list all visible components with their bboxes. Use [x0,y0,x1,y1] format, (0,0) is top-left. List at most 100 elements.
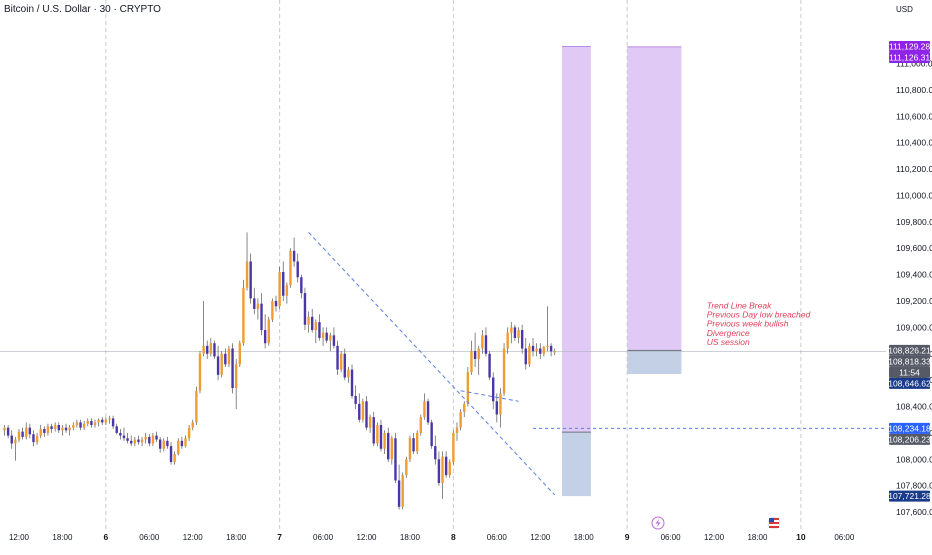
candle[interactable] [213,340,216,360]
candle[interactable] [361,398,365,423]
candle[interactable] [390,435,394,465]
candle[interactable] [423,393,426,420]
candle[interactable] [115,423,118,435]
candle[interactable] [329,332,332,352]
candle[interactable] [224,348,227,367]
candle[interactable] [61,425,64,436]
candle[interactable] [158,436,162,453]
trend-line[interactable] [308,232,556,496]
candle[interactable] [383,430,386,455]
candle[interactable] [82,421,86,431]
candle[interactable] [195,386,198,426]
price-badge[interactable]: 108,206.23 [888,433,931,445]
candle[interactable] [437,451,441,486]
price-badge[interactable]: 108,646.62 [888,377,931,389]
candle[interactable] [166,436,169,449]
candle[interactable] [499,388,502,428]
candle[interactable] [101,417,104,426]
candle[interactable] [408,435,412,462]
candle[interactable] [14,436,17,461]
candle[interactable] [350,364,354,399]
us-flag-icon[interactable] [767,516,781,530]
candle[interactable] [539,343,542,360]
candle[interactable] [122,427,126,441]
candle[interactable] [39,425,42,439]
candle[interactable] [484,327,488,357]
target-zone[interactable] [627,46,682,351]
candle[interactable] [502,343,506,396]
candle[interactable] [285,282,289,304]
candle[interactable] [57,422,60,433]
candle[interactable] [137,435,140,445]
candle[interactable] [549,343,553,357]
candle[interactable] [513,324,517,341]
candle[interactable] [144,432,147,444]
candle[interactable] [253,287,256,315]
candle[interactable] [256,298,260,320]
candle[interactable] [130,435,133,447]
candle[interactable] [263,314,267,349]
candle[interactable] [206,340,209,360]
candle[interactable] [86,418,89,427]
candle[interactable] [249,253,252,304]
candle[interactable] [488,351,491,381]
price-badge[interactable]: 108,826.21 [888,344,931,356]
candle[interactable] [434,435,437,465]
candle[interactable] [46,423,50,436]
candle[interactable] [358,393,361,423]
candle[interactable] [419,414,422,436]
candle[interactable] [119,428,122,440]
candle[interactable] [6,425,10,439]
candle[interactable] [303,287,307,331]
price-badge[interactable]: 108,234.18 [888,422,931,434]
candle[interactable] [209,337,213,357]
candle[interactable] [28,423,32,439]
candle[interactable] [289,248,292,288]
candle[interactable] [444,451,448,478]
candle[interactable] [278,266,281,309]
candle[interactable] [155,431,158,443]
candle[interactable] [463,401,466,418]
price-badge[interactable]: 108,818.33 [888,355,931,367]
candle[interactable] [520,324,524,354]
candle[interactable] [234,359,238,410]
candle[interactable] [10,430,13,449]
price-scale-background[interactable] [886,0,932,550]
candle[interactable] [368,414,372,433]
candle[interactable] [477,345,480,375]
candle[interactable] [177,438,180,456]
candle[interactable] [104,417,108,426]
candle[interactable] [397,464,401,510]
candle[interactable] [292,237,296,267]
candle[interactable] [448,459,451,478]
candle[interactable] [531,337,535,357]
candle[interactable] [108,415,111,424]
candle[interactable] [365,395,368,431]
candle[interactable] [133,436,137,447]
candle[interactable] [542,345,546,357]
candle[interactable] [111,415,115,429]
candle[interactable] [325,327,328,344]
candle[interactable] [93,419,97,428]
candle[interactable] [372,411,375,447]
candle[interactable] [394,432,397,484]
lightning-icon[interactable] [651,516,665,530]
candle[interactable] [441,451,444,499]
candle[interactable] [314,319,318,344]
candle[interactable] [21,427,24,440]
price-badge[interactable]: 11:54 [889,366,930,378]
candle[interactable] [271,298,274,323]
candle[interactable] [25,422,28,440]
candle[interactable] [517,327,520,344]
candle[interactable] [79,419,82,431]
candle[interactable] [466,366,470,407]
candle[interactable] [339,351,343,373]
candle[interactable] [90,418,93,428]
candle[interactable] [553,348,556,356]
candle[interactable] [459,409,462,431]
candle[interactable] [535,343,538,357]
candle[interactable] [412,432,415,455]
candle[interactable] [187,425,191,441]
